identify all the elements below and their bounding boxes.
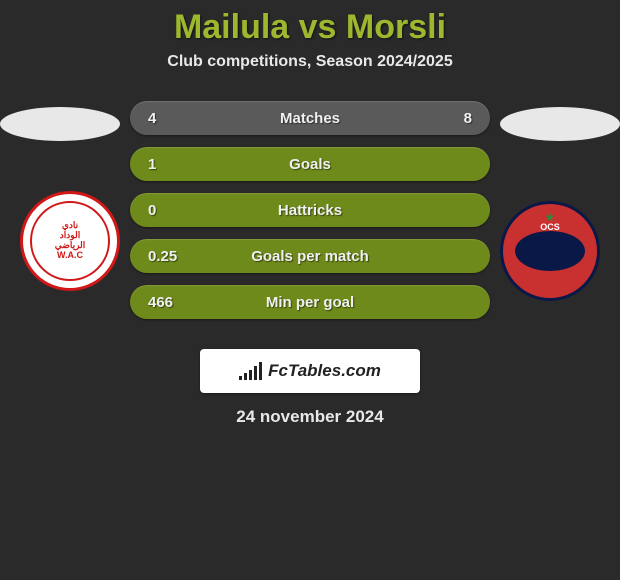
stat-label: Goals [130, 156, 490, 173]
stat-row: 0.25Goals per match [130, 239, 490, 273]
comparison-area: ناديالودادالرياضيW.A.C ★ OCS 4Matches8 1G… [0, 101, 620, 341]
page-title: Mailula vs Morsli [0, 8, 620, 47]
club-badge-left: ناديالودادالرياضيW.A.C [20, 191, 120, 291]
stat-label: Min per goal [130, 294, 490, 311]
subtitle: Club competitions, Season 2024/2025 [0, 53, 620, 71]
stat-label: Matches [130, 110, 490, 127]
bar-icon-segment [244, 373, 247, 380]
infographic-container: Mailula vs Morsli Club competitions, Sea… [0, 0, 620, 427]
bar-icon-segment [249, 370, 252, 380]
bars-icon [239, 362, 262, 380]
stat-row: 466Min per goal [130, 285, 490, 319]
stat-row: 0Hattricks [130, 193, 490, 227]
player-left-ellipse [0, 107, 120, 141]
bar-icon-segment [254, 366, 257, 380]
stat-row: 4Matches8 [130, 101, 490, 135]
brand-box: FcTables.com [200, 349, 420, 393]
bar-icon-segment [239, 376, 242, 380]
player-right-ellipse [500, 107, 620, 141]
date-text: 24 november 2024 [0, 407, 620, 427]
club-badge-right-oval [515, 231, 585, 271]
stat-rows: 4Matches8 1Goals 0Hattricks 0.25Goals per m… [130, 101, 490, 331]
club-badge-left-text: ناديالودادالرياضيW.A.C [30, 201, 110, 281]
stat-right-value: 8 [464, 110, 472, 127]
stat-row: 1Goals [130, 147, 490, 181]
brand-text: FcTables.com [268, 361, 381, 381]
bar-icon-segment [259, 362, 262, 380]
club-badge-right: ★ OCS [500, 201, 600, 301]
stat-label: Hattricks [130, 202, 490, 219]
stat-label: Goals per match [130, 248, 490, 265]
